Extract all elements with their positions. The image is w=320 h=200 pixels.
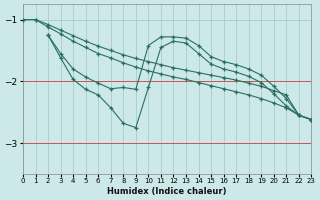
X-axis label: Humidex (Indice chaleur): Humidex (Indice chaleur): [108, 187, 227, 196]
